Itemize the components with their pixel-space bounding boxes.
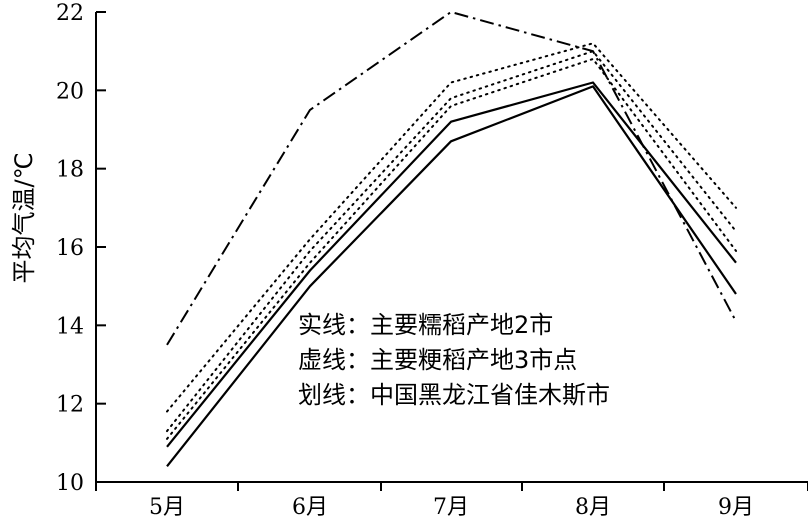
y-tick-label: 14: [56, 314, 84, 339]
series-line-dotted-4: [166, 58, 737, 440]
legend-entry-dashdot: 划线：中国黑龙江省佳木斯市: [298, 381, 610, 409]
x-tick-label: 5月: [149, 495, 185, 520]
x-tick-label: 6月: [292, 495, 328, 520]
y-tick-label: 18: [56, 158, 84, 183]
legend-entry-dotted: 虚线：主要粳稻产地3市点: [298, 346, 577, 374]
y-tick-label: 22: [56, 1, 84, 26]
x-tick-label: 8月: [575, 495, 611, 520]
y-axis-label: 平均气温/℃: [10, 152, 38, 283]
legend-entry-solid: 实线：主要糯稻产地2市: [298, 311, 553, 339]
y-tick-label: 12: [56, 393, 84, 418]
x-tick-label: 7月: [433, 495, 469, 520]
axes: 10 12 14 16 18 20 22 5月 6月 7月 8月 9月: [56, 1, 808, 520]
series-line-dashdot-5: [166, 11, 737, 346]
series-line-dotted-2: [166, 42, 737, 413]
legend: 实线：主要糯稻产地2市 虚线：主要粳稻产地3市点 划线：中国黑龙江省佳木斯市: [298, 311, 610, 409]
series-layer: [166, 11, 737, 467]
series-line-dotted-3: [166, 50, 737, 433]
series-line-solid-1: [166, 85, 737, 467]
y-tick-label: 10: [56, 471, 84, 496]
y-tick-label: 16: [56, 236, 84, 261]
y-tick-label: 20: [56, 79, 84, 104]
x-tick-label: 9月: [718, 495, 754, 520]
